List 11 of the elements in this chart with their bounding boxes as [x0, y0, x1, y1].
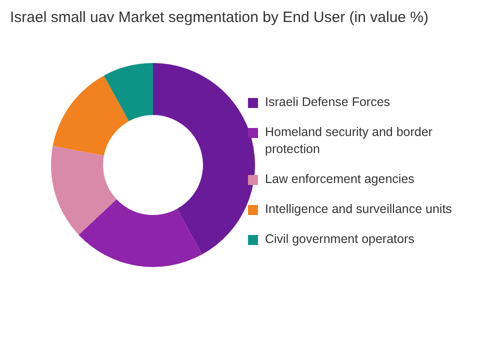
legend-label: Law enforcement agencies: [265, 171, 414, 188]
donut-slice: [104, 63, 153, 122]
donut-slice: [52, 76, 129, 156]
donut-slice: [51, 146, 117, 235]
legend-label: Israeli Defense Forces: [265, 94, 390, 111]
donut-slice: [153, 63, 255, 254]
legend-label: Civil government operators: [265, 231, 414, 248]
donut-slice: [78, 199, 202, 267]
legend-label: Homeland security and border protection: [265, 124, 434, 158]
chart-title: Israel small uav Market segmentation by End User (in value %): [10, 8, 430, 28]
legend-label: Intelligence and surveillance units: [265, 201, 452, 218]
